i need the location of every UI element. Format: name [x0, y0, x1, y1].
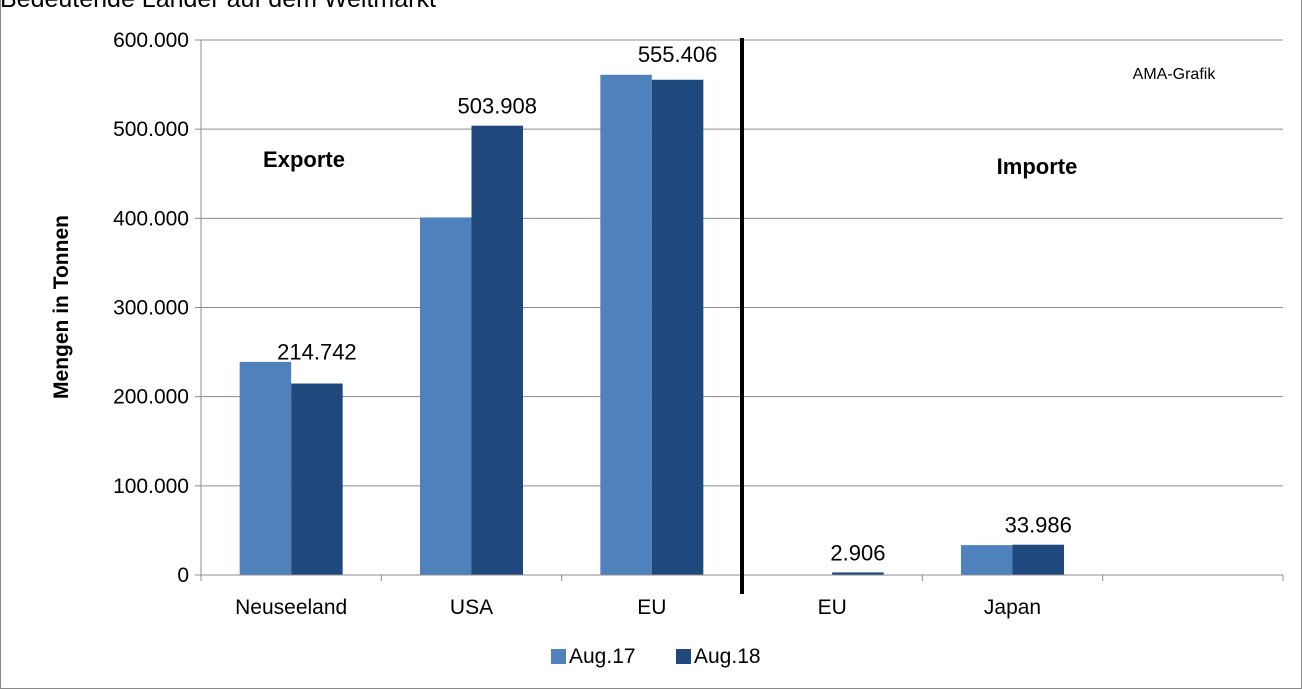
data-label: 503.908: [457, 94, 537, 119]
x-category-label: Neuseeland: [235, 596, 347, 619]
y-tick-label: 500.000: [113, 118, 189, 141]
bar-aug-18: [1012, 544, 1064, 575]
y-tick-label: 0: [177, 564, 189, 587]
x-category-label: EU: [637, 596, 666, 619]
chart-title: Bedeutende Länder auf dem Weltmarkt: [0, 0, 436, 14]
credit-annotation: AMA-Grafik: [1133, 66, 1217, 83]
x-category-label: Japan: [984, 596, 1041, 619]
bars: [239, 74, 1064, 576]
x-category-label: USA: [450, 596, 493, 619]
x-category-label: EU: [818, 596, 847, 619]
bar-aug-17: [961, 545, 1013, 575]
y-tick-label: 400.000: [113, 207, 189, 230]
imports-annotation: Importe: [997, 154, 1078, 179]
y-axis-label: Mengen in Tonnen: [50, 215, 73, 399]
legend-swatch: [551, 649, 566, 664]
exports-annotation: Exporte: [263, 147, 345, 172]
bar-aug-17: [600, 74, 652, 576]
data-label: 33.986: [1005, 513, 1072, 538]
bar-aug-17: [239, 361, 292, 575]
bar-aug-17: [420, 217, 472, 576]
y-tick-label: 100.000: [113, 475, 189, 498]
data-label: 214.742: [277, 340, 357, 365]
legend-swatch: [676, 649, 691, 664]
bar-aug-18: [832, 572, 884, 575]
y-tick-label: 600.000: [113, 29, 189, 52]
y-tick-label: 200.000: [113, 386, 189, 409]
bar-aug-18: [291, 383, 343, 575]
data-labels: 214.742 503.908 555.406 2.906 33.986: [277, 42, 1072, 566]
data-label: 2.906: [830, 540, 885, 565]
y-tick-label: 300.000: [113, 297, 189, 320]
axes: 0 100.000 200.000 300.000 400.000 500.000 600.…: [113, 29, 1284, 619]
legend-label: Aug.17: [569, 645, 636, 668]
bar-aug-18: [651, 79, 704, 575]
data-label: 555.406: [638, 42, 718, 67]
legend: Aug.17 Aug.18: [551, 645, 761, 668]
legend-label: Aug.18: [694, 645, 761, 668]
bar-aug-18: [471, 125, 523, 575]
